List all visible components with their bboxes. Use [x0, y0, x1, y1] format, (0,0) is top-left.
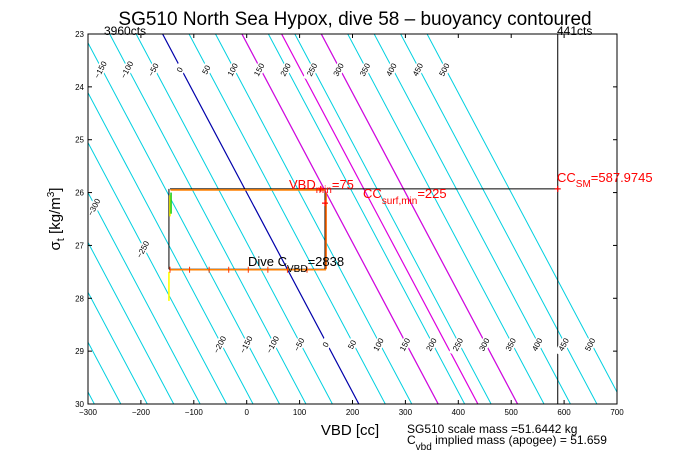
cc-surf-min-sub: surf,min [382, 196, 418, 207]
buoyancy-contour--250 [88, 141, 228, 404]
cc-surf-min-main: CC [363, 186, 382, 201]
contour-label-top-50-bg [197, 58, 216, 82]
cc-sm-main: CC [557, 170, 576, 185]
contour-label-bottom-350-bg [501, 332, 521, 357]
contour-label-top-250-bg [303, 58, 322, 82]
contour-label-top--50-bg [144, 58, 163, 82]
contour-label-top-200-bg [276, 58, 295, 82]
cc-sm-sub: SM [576, 179, 591, 190]
y-axis-label-close: ] [47, 188, 64, 192]
x-tick-label: 700 [610, 408, 624, 417]
x-tick-label: −300 [79, 408, 98, 417]
contour-label-top-0: 0 [175, 65, 185, 74]
y-tick-label: 25 [75, 136, 84, 145]
dive-c-annotation: Dive CVBD=2838 [248, 254, 344, 275]
contour-label-bottom-0: 0 [321, 340, 331, 349]
x-tick-label: 400 [452, 408, 466, 417]
y-tick-label: 24 [75, 83, 84, 92]
corner-label-left: 3960cts [104, 24, 146, 38]
y-tick-label: 29 [75, 347, 84, 356]
cc-surf-min-annotation: CCsurf,min=225 [363, 186, 447, 207]
chart-title: SG510 North Sea Hypox, dive 58 – buoyanc… [118, 9, 591, 30]
x-tick-label: 300 [399, 408, 413, 417]
contour-label-bottom--50-bg [290, 332, 309, 357]
buoyancy-contour--350 [88, 241, 175, 404]
contour-label-top-500-bg [435, 58, 454, 82]
dive-c-sub: VBD [287, 264, 308, 275]
contour-label-bottom-500-bg [581, 332, 600, 357]
contour-label-bottom-100-bg [369, 332, 388, 357]
buoyancy-contour--300 [88, 191, 201, 404]
contour-label-top-350-bg [356, 58, 375, 82]
cc-surf-min-value: =225 [417, 186, 446, 201]
x-axis-label: VBD [cc] [321, 422, 379, 439]
contour-label-bottom--100-bg [263, 332, 283, 357]
y-axis-label-sub: t [55, 238, 67, 241]
contour-label-bottom-150-bg [396, 332, 415, 357]
vbd-min-main: VBD [289, 177, 316, 192]
x-tick-label: 100 [293, 408, 307, 417]
y-tick-label: 27 [75, 241, 84, 250]
contour-label-left--300-bg [85, 195, 104, 220]
footer-scale-mass: SG510 scale mass =51.6442 kg [407, 422, 577, 436]
footer-c-main: C [407, 433, 416, 447]
y-axis-label-units: [kg/m [47, 197, 64, 238]
data-markers [317, 185, 561, 207]
contour-label-bottom-400-bg [528, 332, 547, 357]
x-tick-label: 600 [557, 408, 571, 417]
contour-label-top-450-bg [408, 58, 428, 82]
y-axis-label: σt [kg/m3] [46, 188, 67, 251]
contour-label-top-0-bg [170, 58, 190, 82]
dive-c-main: Dive C [248, 254, 287, 269]
contour-label-bottom-200-bg [422, 332, 441, 357]
contour-label-bottom-250-bg [448, 332, 468, 357]
contour-label-bottom-0-bg [316, 332, 335, 357]
y-tick-label: 23 [75, 30, 84, 39]
y-axis-label-sup: 3 [46, 191, 57, 197]
contour-label-bottom--150-bg [237, 332, 256, 357]
contour-label-bottom-50-bg [343, 332, 362, 357]
contour-label-top-150-bg [250, 58, 269, 82]
y-tick-label: 30 [75, 400, 84, 409]
footer-c-sub: vbd [416, 442, 432, 453]
x-axis-ticks: −300 −200 −100 0 100 200 300 400 500 600 700 [79, 34, 624, 417]
contour-label-top-300-bg [329, 58, 348, 82]
y-axis-label-main: σ [47, 240, 64, 250]
contour-label-top-400-bg [382, 58, 401, 82]
contour-label-bottom-450-bg [554, 332, 573, 357]
y-axis-ticks: 23 24 25 26 27 28 29 30 [75, 30, 617, 409]
corner-label-right: 441cts [557, 24, 592, 38]
footer-c-rest: implied mass (apogee) = 51.659 [432, 433, 607, 447]
x-tick-label: 500 [505, 408, 519, 417]
magenta-contour-225 [281, 34, 479, 404]
cc-sm-value: =587.9745 [591, 170, 653, 185]
contour-label-top--150-bg [91, 58, 110, 82]
y-tick-label: 28 [75, 294, 84, 303]
x-tick-label: 200 [346, 408, 360, 417]
x-tick-label: −100 [185, 408, 204, 417]
dive-track [168, 188, 558, 301]
buoyancy-contour--400 [88, 291, 148, 404]
x-tick-label: 0 [244, 408, 249, 417]
x-tick-label: −200 [132, 408, 151, 417]
vbd-min-value: =75 [332, 177, 354, 192]
contour-label-bottom-300-bg [475, 332, 494, 357]
dive-c-value: =2838 [308, 254, 345, 269]
contour-label-top-100-bg [223, 58, 243, 82]
vbd-min-sub: min [316, 185, 332, 196]
contour-label-top--100-bg [117, 58, 137, 82]
y-tick-label: 26 [75, 189, 84, 198]
cc-sm-annotation: CCSM=587.9745 [557, 170, 653, 190]
contour-label-bottom--200-bg [210, 332, 230, 357]
footer-implied-mass: Cvbd implied mass (apogee) = 51.659 [407, 433, 607, 453]
vbd-min-annotation: VBDmin=75 [289, 177, 354, 196]
contour-label-left--250-bg [133, 237, 153, 262]
